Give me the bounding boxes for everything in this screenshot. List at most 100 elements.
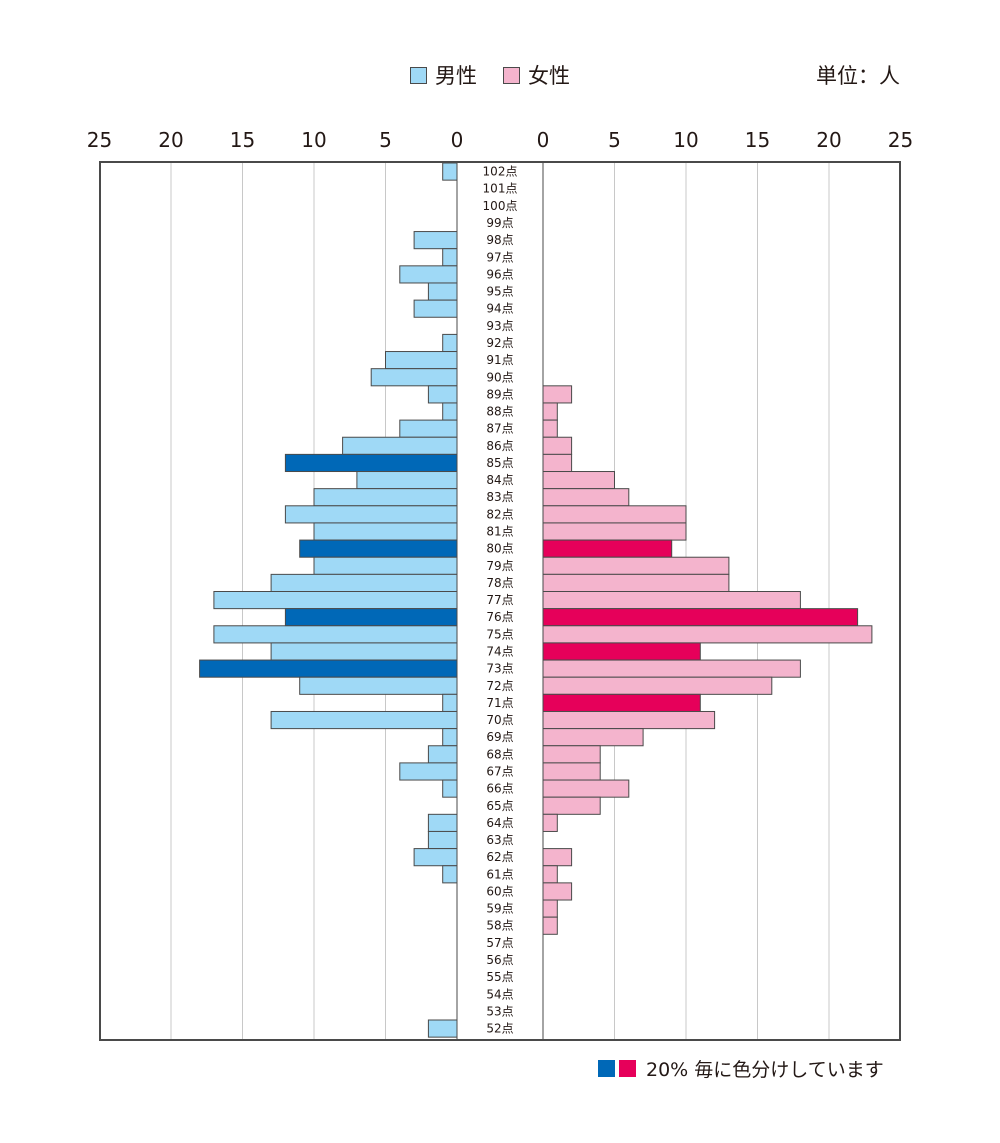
male-bar bbox=[442, 865, 458, 884]
category-label: 63点 bbox=[486, 833, 513, 847]
female-bar bbox=[542, 625, 873, 644]
female-bar bbox=[542, 882, 573, 901]
category-label: 72点 bbox=[486, 679, 513, 693]
female-bar bbox=[542, 796, 601, 815]
male-bar bbox=[442, 693, 458, 712]
male-bar bbox=[213, 591, 458, 610]
x-tick-label-right: 0 bbox=[537, 128, 550, 152]
male-bar bbox=[299, 539, 458, 558]
female-bar bbox=[542, 693, 701, 712]
female-bar bbox=[542, 539, 673, 558]
category-label: 74点 bbox=[486, 644, 513, 658]
category-label: 87点 bbox=[486, 422, 513, 436]
female-bar bbox=[542, 865, 558, 884]
note-red-swatch bbox=[619, 1060, 636, 1077]
category-label: 58点 bbox=[486, 919, 513, 933]
male-bar bbox=[442, 779, 458, 798]
legend-item-male: 男性 bbox=[410, 60, 477, 90]
female-bar bbox=[542, 453, 573, 473]
male-bar bbox=[413, 299, 458, 318]
male-bar bbox=[270, 642, 458, 661]
male-bar bbox=[313, 488, 458, 507]
male-bar bbox=[284, 453, 458, 473]
male-bar bbox=[270, 573, 458, 592]
female-bar bbox=[542, 385, 573, 404]
category-label: 69点 bbox=[486, 730, 513, 744]
female-bar bbox=[542, 762, 601, 781]
category-label: 102点 bbox=[483, 165, 518, 179]
male-bar bbox=[356, 471, 458, 490]
category-label: 62点 bbox=[486, 850, 513, 864]
male-bar bbox=[413, 231, 458, 250]
female-bar bbox=[542, 728, 644, 747]
male-bar bbox=[342, 436, 458, 455]
category-label: 68点 bbox=[486, 747, 513, 761]
category-label: 54点 bbox=[486, 987, 513, 1001]
category-label: 92点 bbox=[486, 336, 513, 350]
x-tick-label-right: 5 bbox=[608, 128, 621, 152]
female-bar bbox=[542, 710, 716, 730]
male-bar bbox=[427, 813, 458, 832]
female-bar bbox=[542, 573, 730, 592]
male-swatch bbox=[410, 66, 427, 84]
male-bar bbox=[427, 1019, 458, 1038]
male-bar bbox=[284, 608, 458, 627]
x-tick-label-right: 20 bbox=[816, 128, 841, 152]
male-bar bbox=[442, 728, 458, 747]
category-label: 79点 bbox=[486, 559, 513, 573]
female-bar bbox=[542, 659, 801, 678]
x-tick-label-left: 20 bbox=[158, 128, 183, 152]
female-bar bbox=[542, 556, 730, 575]
legend: 男性 女性 bbox=[410, 60, 596, 90]
category-label: 91点 bbox=[486, 353, 513, 367]
female-bar bbox=[542, 813, 558, 832]
female-swatch bbox=[503, 66, 520, 84]
category-label: 56点 bbox=[486, 953, 513, 967]
category-label: 75点 bbox=[486, 627, 513, 641]
category-label: 78点 bbox=[486, 576, 513, 590]
category-label: 94点 bbox=[486, 302, 513, 316]
category-label: 98点 bbox=[486, 233, 513, 247]
male-bar bbox=[427, 282, 458, 301]
category-label: 66点 bbox=[486, 782, 513, 796]
female-bar bbox=[542, 505, 687, 524]
legend-item-female: 女性 bbox=[503, 60, 570, 90]
category-label: 53点 bbox=[486, 1004, 513, 1018]
female-bar bbox=[542, 642, 701, 661]
category-label: 88点 bbox=[486, 405, 513, 419]
male-bar bbox=[427, 385, 458, 404]
unit-label: 単位：人 bbox=[816, 64, 900, 88]
male-bar bbox=[284, 505, 458, 524]
male-bar bbox=[270, 710, 458, 730]
category-label: 95点 bbox=[486, 285, 513, 299]
category-label: 64点 bbox=[486, 816, 513, 830]
female-legend-label: 女性 bbox=[528, 64, 570, 88]
category-label: 90点 bbox=[486, 370, 513, 384]
plot-frame bbox=[99, 161, 901, 1041]
female-bar bbox=[542, 419, 558, 438]
male-bar bbox=[370, 368, 458, 387]
category-label: 89点 bbox=[486, 387, 513, 401]
female-bar bbox=[542, 436, 573, 455]
x-tick-label-right: 15 bbox=[745, 128, 770, 152]
male-bar bbox=[442, 162, 458, 181]
category-label: 77点 bbox=[486, 593, 513, 607]
x-tick-label-left: 5 bbox=[379, 128, 392, 152]
category-label: 93点 bbox=[486, 319, 513, 333]
female-bar bbox=[542, 471, 615, 490]
category-label: 84点 bbox=[486, 473, 513, 487]
category-label: 67点 bbox=[486, 764, 513, 778]
male-bar bbox=[299, 676, 458, 695]
male-bar bbox=[413, 848, 458, 867]
female-bar bbox=[542, 916, 558, 935]
category-label: 82点 bbox=[486, 507, 513, 521]
male-bar bbox=[213, 625, 458, 644]
x-tick-label-left: 15 bbox=[230, 128, 255, 152]
category-label: 86点 bbox=[486, 439, 513, 453]
category-label: 60点 bbox=[486, 884, 513, 898]
x-tick-label-left: 0 bbox=[451, 128, 464, 152]
male-bar bbox=[427, 830, 458, 850]
female-bar bbox=[542, 676, 773, 695]
female-bar bbox=[542, 522, 687, 541]
category-label: 52点 bbox=[486, 1022, 513, 1036]
